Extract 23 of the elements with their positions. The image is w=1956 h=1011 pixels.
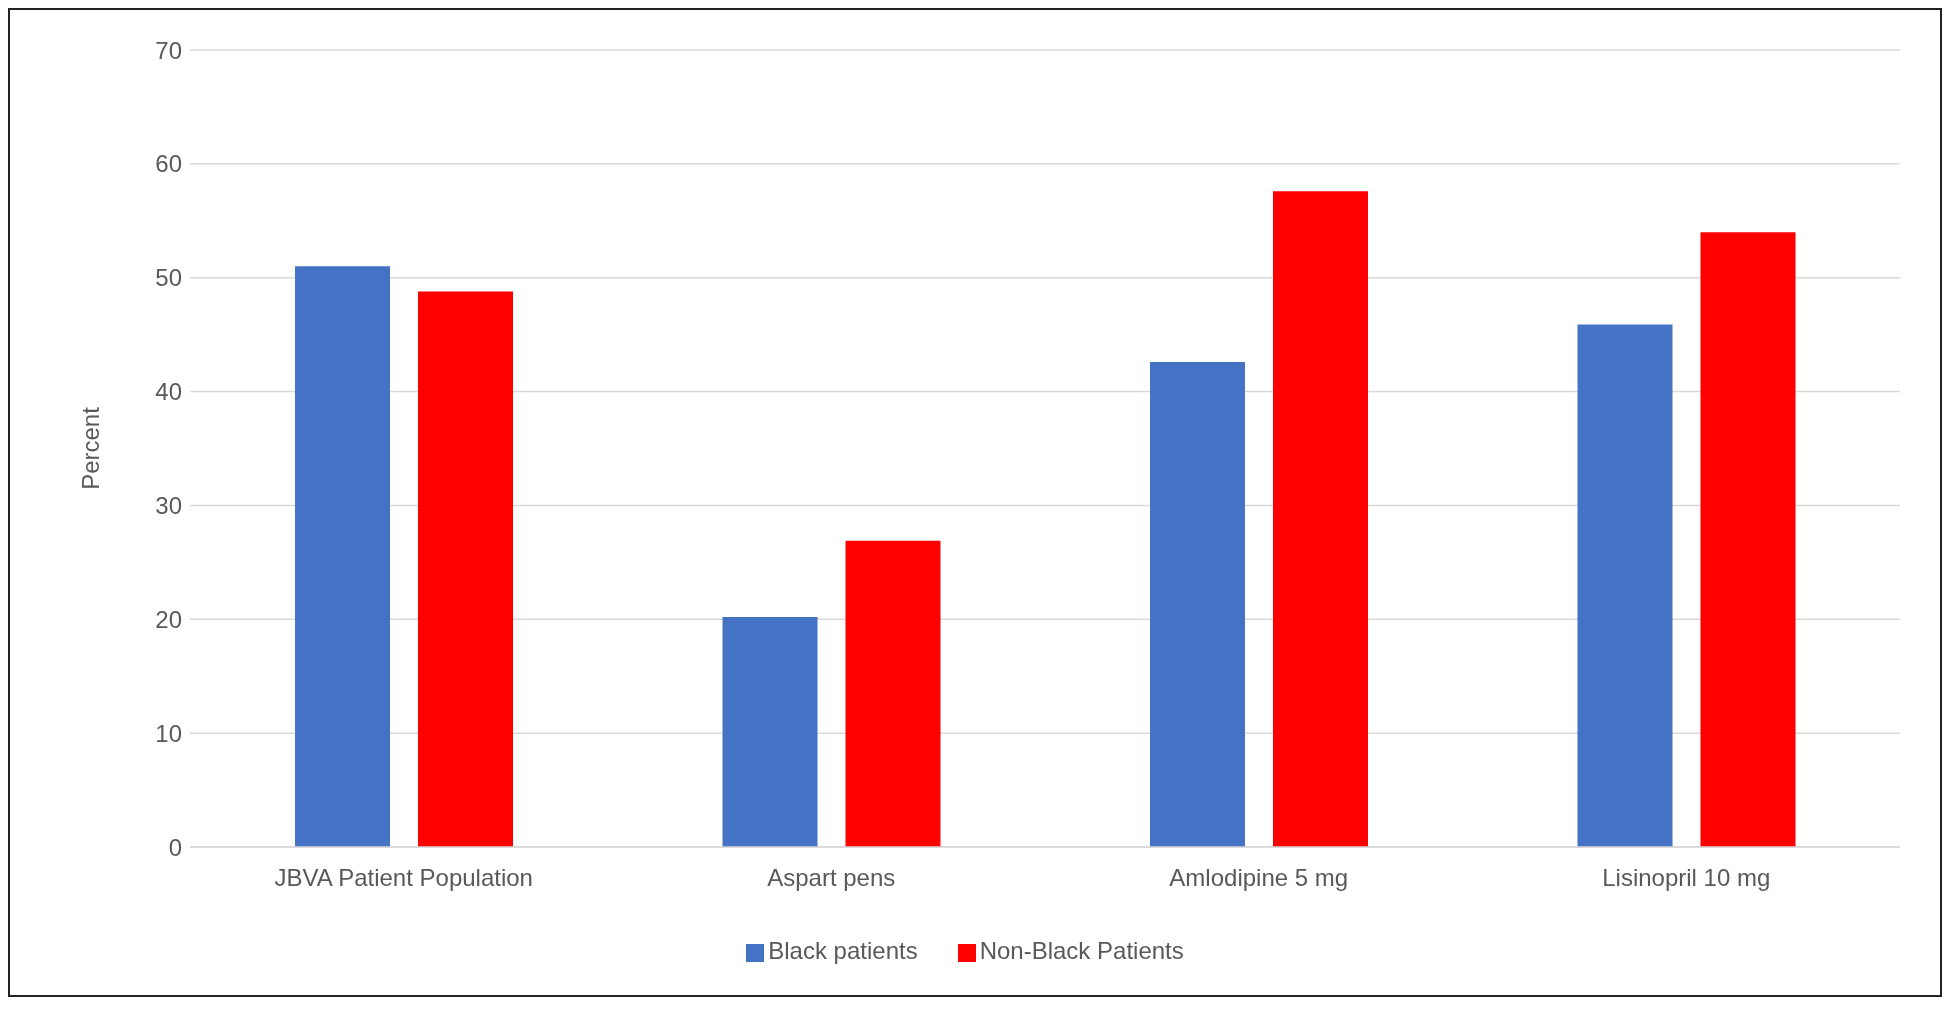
x-tick-label: Lisinopril 10 mg [1602,864,1771,892]
bar [418,291,513,847]
y-tick-label: 50 [155,264,182,292]
bar [845,540,941,847]
y-tick-label: 30 [155,491,182,519]
x-tick-label: Amlodipine 5 mg [1169,864,1349,892]
bar [1700,232,1796,847]
legend-label: Black patients [768,937,918,964]
y-tick-label: 60 [155,150,182,178]
y-tick-label: 40 [155,378,182,406]
bar [295,266,390,847]
y-tick-label: 20 [155,605,182,633]
legend-label: Non-Black Patients [979,937,1184,964]
x-tick-label: JBVA Patient Population [274,864,533,892]
y-tick-label: 0 [168,833,182,861]
x-tick-label: Aspart pens [767,864,896,892]
y-tick-label: 10 [155,719,182,747]
bar [722,617,818,847]
bar [1577,324,1673,847]
bar [1150,361,1245,847]
y-tick-label: 70 [155,36,182,64]
bar [1273,191,1368,847]
y-axis-title: Percent [76,406,104,490]
